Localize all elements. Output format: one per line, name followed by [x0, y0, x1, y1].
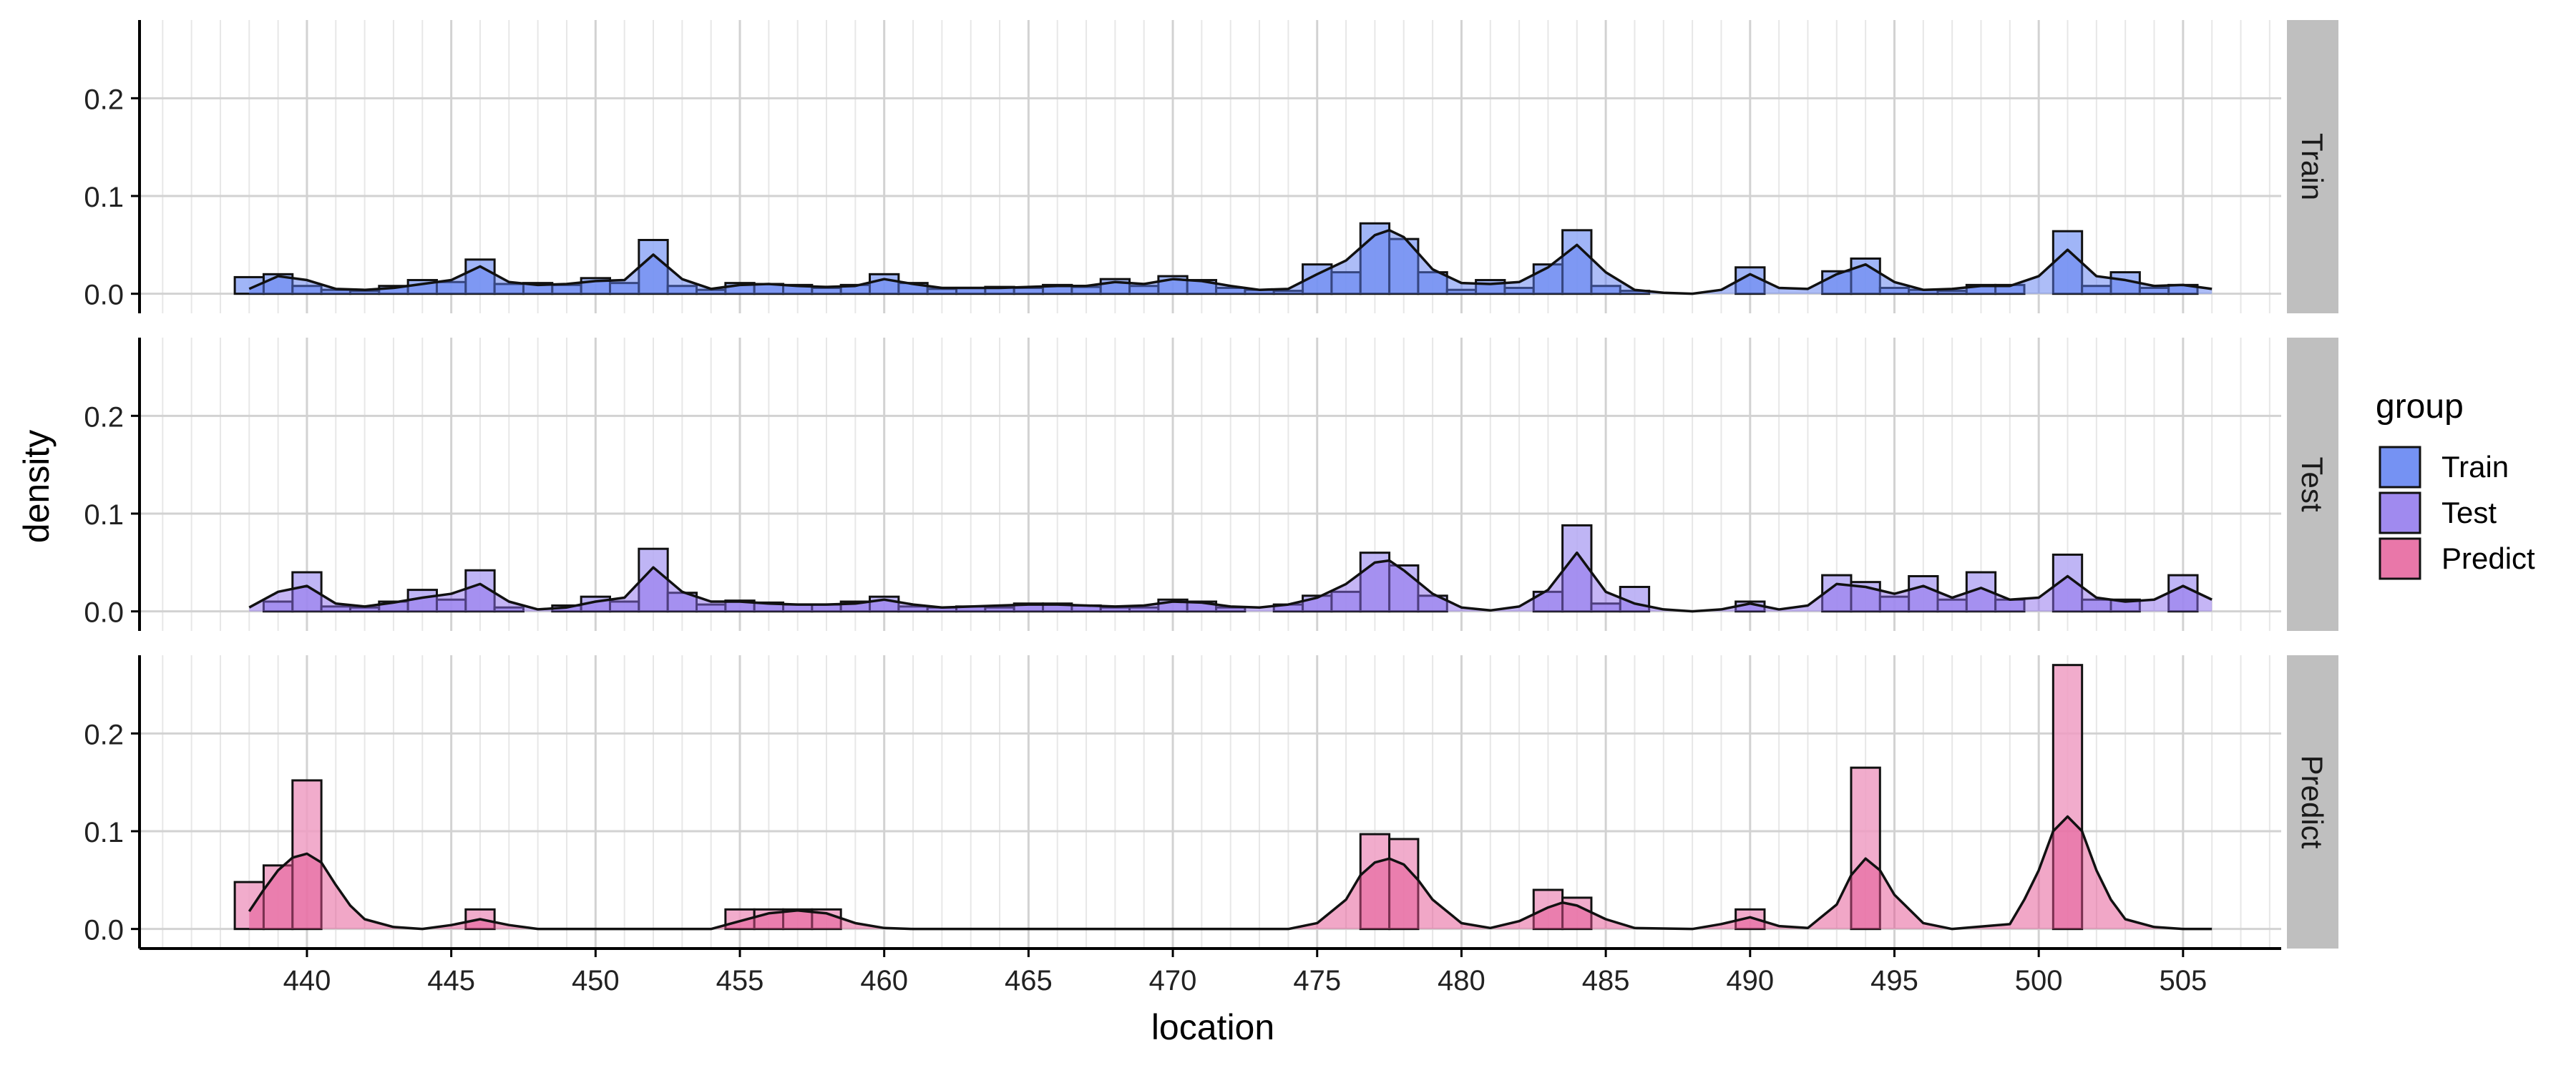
density-area	[249, 552, 2212, 612]
legend-label: Train	[2441, 450, 2509, 484]
y-axis-title: density	[16, 430, 57, 543]
y-tick-label: 0.2	[84, 84, 124, 115]
legend-label: Predict	[2441, 542, 2535, 575]
facet-panels: 0.0 0.1 0.2 Train 0.0 0.1 0.2 Test 0.0 0.1 0.2 Pred…	[84, 20, 2338, 949]
y-tick-label: 0.0	[84, 597, 124, 629]
x-tick-label: 490	[1726, 965, 1774, 996]
y-tick-label: 0.2	[84, 401, 124, 433]
legend-key-overlay	[2379, 446, 2421, 489]
y-tick-label: 0.1	[84, 182, 124, 213]
facet-panel-predict: 0.0 0.1 0.2 Predict	[84, 655, 2338, 949]
facet-strip	[2287, 655, 2338, 949]
density-area	[249, 816, 2212, 929]
facet-strip-label: Test	[2296, 456, 2329, 511]
legend-key-overlay	[2379, 537, 2421, 580]
x-tick-label: 460	[860, 965, 908, 996]
y-tick-label: 0.0	[84, 915, 124, 946]
x-tick-label: 505	[2159, 965, 2207, 996]
x-tick-label: 455	[716, 965, 764, 996]
x-axis-title: location	[1151, 1007, 1274, 1047]
facet-strip	[2287, 20, 2338, 313]
x-tick-label: 470	[1149, 965, 1197, 996]
y-tick-label: 0.0	[84, 280, 124, 311]
x-tick-label: 465	[1005, 965, 1053, 996]
x-tick-label: 485	[1582, 965, 1630, 996]
x-tick-label: 440	[283, 965, 331, 996]
x-tick-label: 480	[1438, 965, 1485, 996]
facet-strip	[2287, 338, 2338, 631]
facet-panel-test: 0.0 0.1 0.2 Test	[84, 338, 2338, 631]
facet-strip-label: Train	[2296, 133, 2329, 200]
x-tick-label: 445	[427, 965, 475, 996]
y-tick-label: 0.1	[84, 817, 124, 848]
legend-label: Test	[2441, 496, 2497, 529]
facet-panel-train: 0.0 0.1 0.2 Train	[84, 20, 2338, 313]
y-tick-label: 0.1	[84, 499, 124, 531]
facet-strip-label: Predict	[2296, 755, 2329, 849]
x-axis: 440 445 450 455 460 465 470 475 480 485 490 495 500 5…	[140, 947, 2281, 996]
x-tick-label: 450	[572, 965, 620, 996]
density-line	[248, 815, 2212, 931]
density-area	[249, 230, 2212, 294]
legend: group Train Test Predict	[2376, 388, 2535, 580]
y-tick-label: 0.2	[84, 719, 124, 750]
x-tick-label: 500	[2015, 965, 2063, 996]
legend-key-overlay	[2379, 491, 2421, 534]
x-tick-label: 475	[1293, 965, 1341, 996]
x-tick-label: 495	[1870, 965, 1918, 996]
legend-title: group	[2376, 388, 2464, 426]
density-line	[248, 229, 2212, 295]
density-line	[248, 551, 2212, 613]
